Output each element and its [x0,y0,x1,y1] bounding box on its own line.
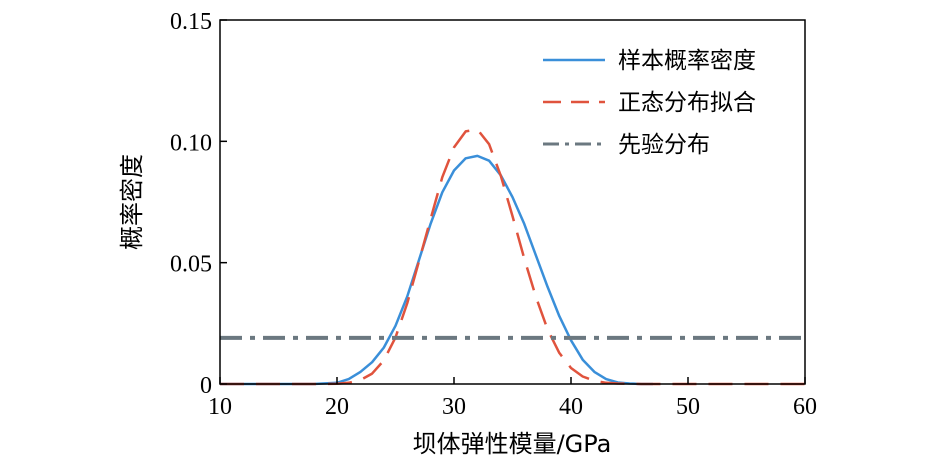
legend-label-0: 样本概率密度 [618,48,756,74]
y-tick-label-2: 0.10 [170,130,212,156]
x-tick-label-5: 60 [793,394,817,420]
series-line-0 [220,154,653,386]
x-tick-label-3: 40 [559,394,583,420]
legend-label-1: 正态分布拟合 [618,90,756,116]
y-tick-label-1: 0.05 [170,252,212,278]
plot-frame [219,19,806,385]
x-tick-label-4: 50 [676,394,700,420]
x-tick-label-2: 30 [442,394,466,420]
y-tick-label-0: 0 [200,373,212,399]
ticks-layer: 10 20 30 40 50 60 0 0.05 0.10 0.15 [170,9,817,420]
x-axis-title: 坝体弹性模量/GPa [413,430,612,458]
x-tick-label-0: 10 [208,394,232,420]
y-tick-label-3: 0.15 [170,9,212,35]
legend-label-2: 先验分布 [618,132,710,158]
x-tick-label-1: 20 [325,394,349,420]
series-line-1 [220,128,805,386]
y-axis-title: 概率密度 [118,154,146,250]
series-layer [220,128,805,386]
